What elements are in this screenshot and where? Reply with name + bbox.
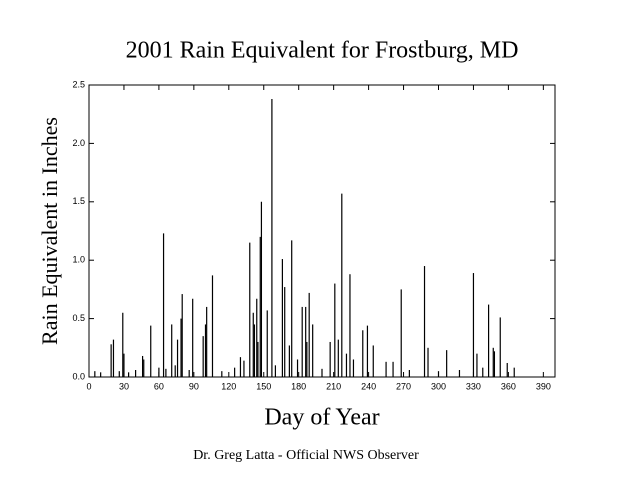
x-tick-label: 390 [536, 381, 551, 391]
x-tick-label: 360 [501, 381, 516, 391]
x-tick-label: 180 [291, 381, 306, 391]
y-axis-label: Rain Equivalent in Inches [37, 117, 62, 345]
x-axis-label: Day of Year [264, 405, 379, 431]
x-tick-label: 210 [326, 381, 341, 391]
x-tick-label: 30 [119, 381, 129, 391]
x-tick-label: 300 [431, 381, 446, 391]
x-tick-label: 90 [189, 381, 199, 391]
x-tick-label: 330 [466, 381, 481, 391]
y-tick-label: 2.5 [72, 79, 85, 89]
chart-title: 2001 Rain Equivalent for Frostburg, MD [126, 38, 519, 64]
y-tick-label: 1.0 [72, 255, 85, 265]
y-tick-label: 1.5 [72, 196, 85, 206]
y-tick-label: 0.0 [72, 371, 85, 381]
x-tick-label: 150 [256, 381, 271, 391]
y-tick-label: 0.5 [72, 313, 85, 323]
x-tick-label: 270 [396, 381, 411, 391]
annotation: Dr. Greg Latta - Official NWS Observer [193, 448, 419, 463]
x-tick-label: 60 [154, 381, 164, 391]
x-tick-label: 0 [86, 381, 91, 391]
x-tick-label: 120 [221, 381, 236, 391]
x-tick-label: 240 [361, 381, 376, 391]
y-tick-label: 2.0 [72, 138, 85, 148]
